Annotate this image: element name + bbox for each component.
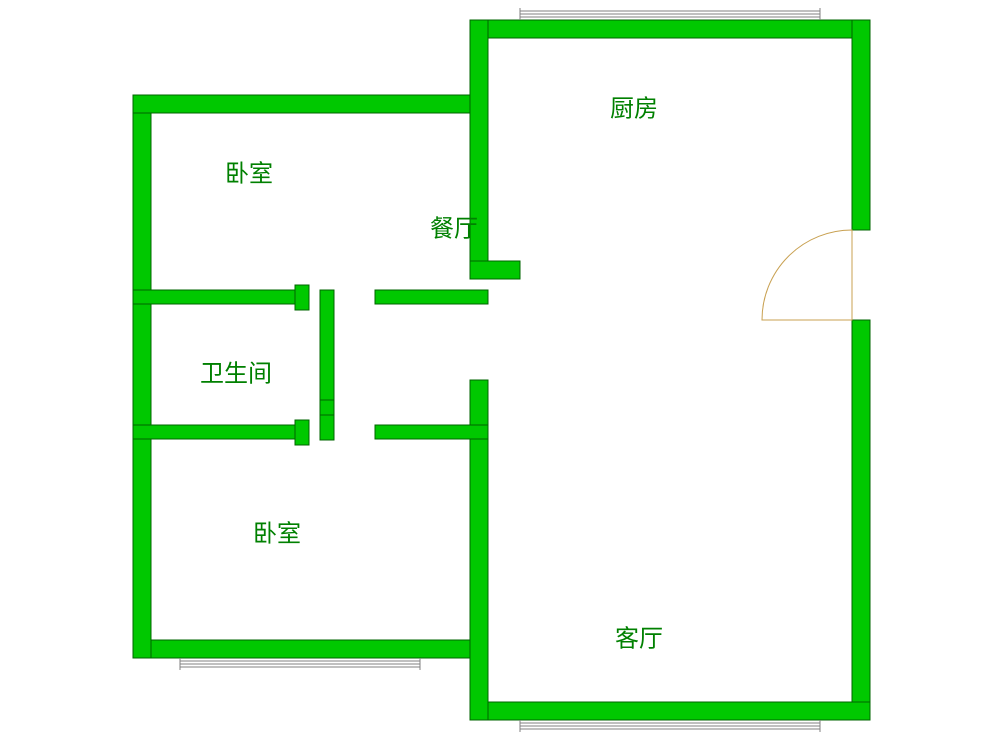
wall-step-horizontal-stub [470,261,520,279]
room-label-dining: 餐厅 [430,215,478,242]
room-label-livingroom: 客厅 [615,625,663,652]
wall-bed2-top-right [375,425,488,439]
wall-bath-right-wall [320,290,334,440]
wall-bath-door-stub [320,400,334,415]
floorplan-canvas: 厨房卧室餐厅卫生间卧室客厅 [0,0,1000,750]
wall-outer-right-lower [852,320,870,720]
wall-bed2-top-stub [295,420,309,445]
windows-layer [180,8,820,732]
window-win-bottom-right [520,720,820,732]
doors-layer [762,230,852,320]
wall-bed1-bottom-left [133,290,298,304]
door-main-door [762,230,852,320]
room-label-bathroom: 卫生间 [200,360,272,387]
wall-outer-bottom-left [133,640,470,658]
window-win-bottom-left [180,658,420,670]
wall-outer-right-upper [852,20,870,230]
wall-bed1-bottom-stub [295,285,309,310]
window-win-top [520,8,820,20]
labels-layer: 厨房卧室餐厅卫生间卧室客厅 [200,95,663,652]
wall-outer-top-right [470,20,870,38]
room-label-bedroom2: 卧室 [253,520,301,547]
wall-bed1-bottom-right [375,290,488,304]
wall-bed2-top-left [133,425,298,439]
room-label-kitchen: 厨房 [610,95,658,122]
room-label-bedroom1: 卧室 [225,160,273,187]
wall-outer-left [133,95,151,658]
wall-outer-bottom-right [470,702,870,720]
wall-outer-top-left [133,95,488,113]
